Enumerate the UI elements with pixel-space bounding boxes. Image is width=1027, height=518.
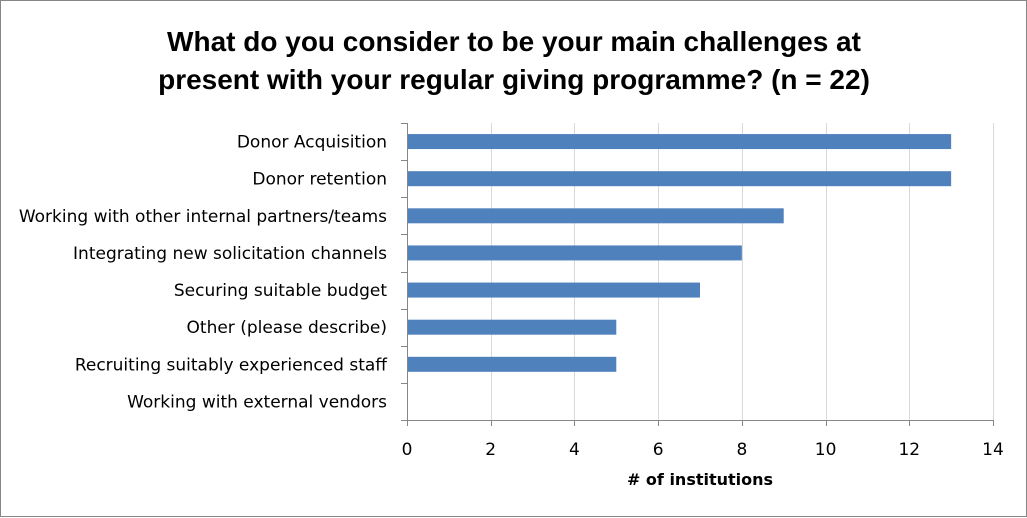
bar <box>407 208 784 224</box>
category-labels: Donor Acquisition Donor retention Working … <box>19 133 388 413</box>
x-tick-label: 0 <box>402 440 413 460</box>
bar <box>407 282 700 298</box>
axes <box>401 123 994 426</box>
bar <box>407 319 617 335</box>
x-axis-title: # of institutions <box>627 470 773 489</box>
category-label: Recruiting suitably experienced staff <box>75 355 388 375</box>
bars <box>407 134 952 372</box>
category-label: Donor Acquisition <box>237 133 387 153</box>
x-tick-label: 12 <box>898 440 920 460</box>
gridlines <box>491 123 994 420</box>
bar <box>407 245 742 261</box>
bar <box>407 134 952 150</box>
category-label: Working with other internal partners/tea… <box>19 207 387 227</box>
x-tick-labels: 0 2 4 6 8 10 12 14 <box>402 440 1004 460</box>
category-label: Other (please describe) <box>187 318 387 338</box>
x-tick-label: 14 <box>982 440 1004 460</box>
chart-title-line-1: What do you consider to be your main cha… <box>167 26 861 57</box>
category-label: Securing suitable budget <box>174 281 387 301</box>
x-tick-label: 10 <box>815 440 837 460</box>
category-label: Donor retention <box>252 170 387 190</box>
x-tick-label: 4 <box>569 440 580 460</box>
bar <box>407 356 617 372</box>
chart-title: What do you consider to be your main cha… <box>158 26 870 95</box>
category-label: Working with external vendors <box>127 392 387 412</box>
x-tick-label: 6 <box>653 440 664 460</box>
chart-title-line-2: present with your regular giving program… <box>158 64 870 95</box>
x-tick-label: 2 <box>485 440 496 460</box>
category-label: Integrating new solicitation channels <box>73 244 387 264</box>
x-tick-label: 8 <box>736 440 747 460</box>
bar <box>407 171 952 187</box>
